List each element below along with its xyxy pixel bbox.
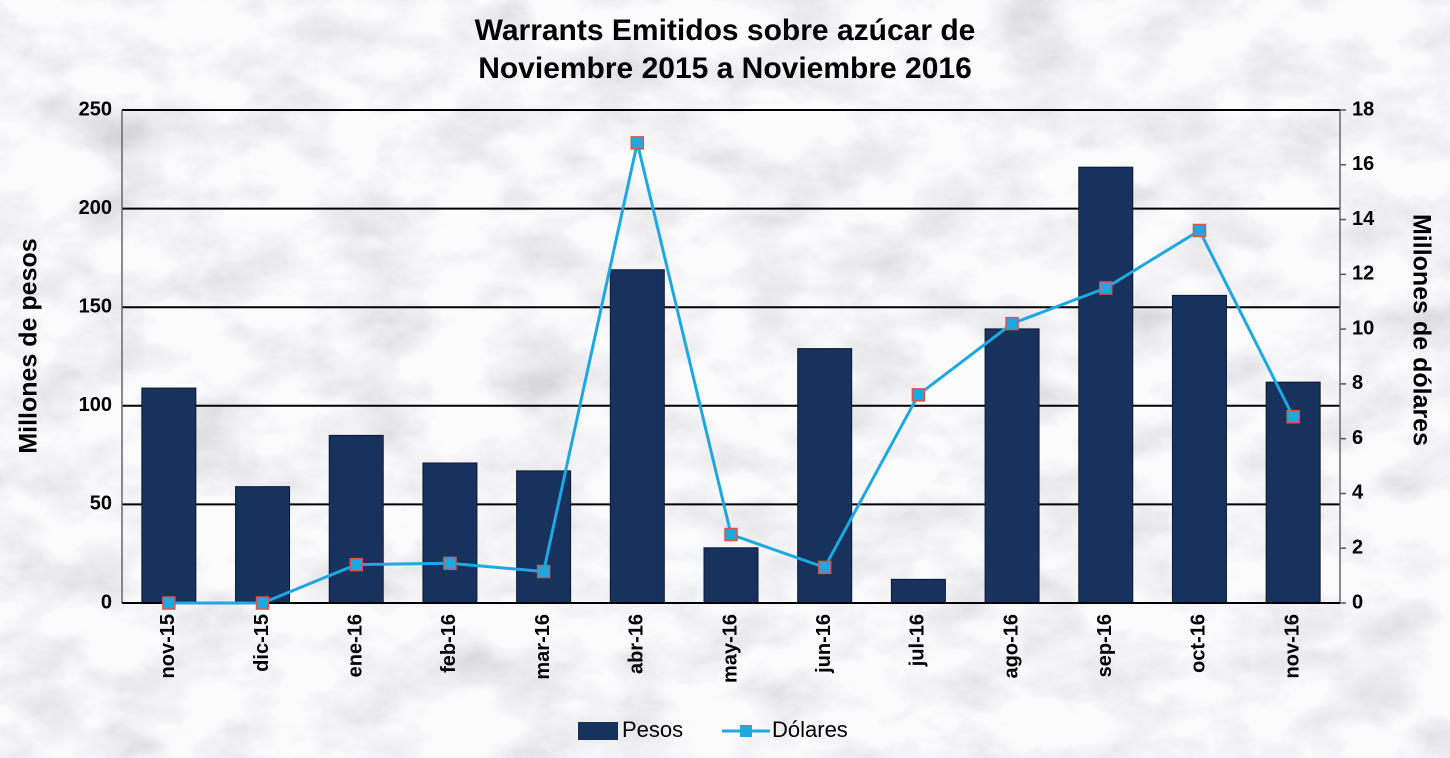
chart-title: Noviembre 2015 a Noviembre 2016 — [478, 52, 972, 85]
x-tick-label: may-16 — [719, 614, 741, 683]
marker — [817, 560, 832, 575]
y-axis-title: Millones de pesos — [15, 238, 43, 453]
marker — [630, 136, 645, 150]
bar — [328, 434, 384, 604]
bar — [1171, 294, 1227, 604]
bar — [235, 486, 291, 604]
y-tick-label: 150 — [79, 295, 112, 317]
y2-tick-label: 14 — [1352, 208, 1375, 230]
y2-axis-title: Millones de dólares — [1407, 214, 1435, 446]
marker — [349, 557, 363, 572]
x-tick-label: ene-16 — [345, 614, 367, 677]
y-tick-label: 250 — [79, 98, 112, 120]
x-tick-label: feb-16 — [438, 614, 460, 673]
bar — [703, 547, 759, 604]
x-tick-label: nov-15 — [157, 614, 179, 678]
legend: Pesos Dólares — [578, 717, 848, 742]
legend-label: Dólares — [772, 717, 848, 742]
bar — [1078, 166, 1134, 604]
marker — [255, 596, 270, 610]
y-tick-label: 50 — [90, 493, 112, 515]
marker — [162, 596, 176, 610]
bar — [609, 269, 665, 604]
x-tick-label: abr-16 — [626, 614, 648, 674]
marker — [911, 388, 926, 402]
x-tick-label: oct-16 — [1188, 614, 1210, 673]
marker — [443, 556, 457, 571]
x-tick-label: jul-16 — [907, 614, 929, 667]
legend-swatch — [740, 725, 752, 737]
chart-title: Warrants Emitidos sobre azúcar de — [475, 14, 976, 47]
bar — [141, 387, 197, 604]
marker — [724, 527, 738, 542]
marker — [1005, 316, 1019, 331]
legend-label: Pesos — [622, 717, 683, 742]
x-tick-label: ago-16 — [1000, 614, 1022, 678]
marker — [1192, 223, 1207, 238]
x-tick-label: jun-16 — [813, 614, 835, 674]
bar — [984, 328, 1040, 604]
legend-swatch — [578, 722, 618, 740]
y-tick-label: 100 — [79, 394, 112, 416]
bar — [1265, 381, 1321, 604]
y2-tick-label: 6 — [1352, 427, 1363, 449]
y2-tick-label: 0 — [1352, 591, 1363, 613]
marker — [1099, 281, 1113, 295]
marker — [1286, 410, 1300, 424]
y2-tick-label: 12 — [1352, 263, 1374, 285]
bar — [890, 578, 946, 604]
x-tick-label: sep-16 — [1094, 614, 1116, 677]
y2-tick-label: 10 — [1352, 317, 1374, 339]
y2-tick-label: 18 — [1352, 98, 1374, 120]
y2-tick-label: 4 — [1352, 482, 1364, 504]
y-tick-label: 0 — [101, 591, 112, 613]
x-tick-label: mar-16 — [532, 614, 554, 680]
y2-tick-label: 16 — [1352, 153, 1374, 175]
y-tick-label: 200 — [79, 197, 112, 219]
marker — [536, 564, 551, 579]
y2-tick-label: 8 — [1352, 372, 1363, 394]
x-tick-label: dic-15 — [251, 614, 273, 672]
bar — [422, 462, 478, 604]
x-tick-label: nov-16 — [1281, 614, 1303, 678]
y2-tick-label: 2 — [1352, 537, 1363, 559]
